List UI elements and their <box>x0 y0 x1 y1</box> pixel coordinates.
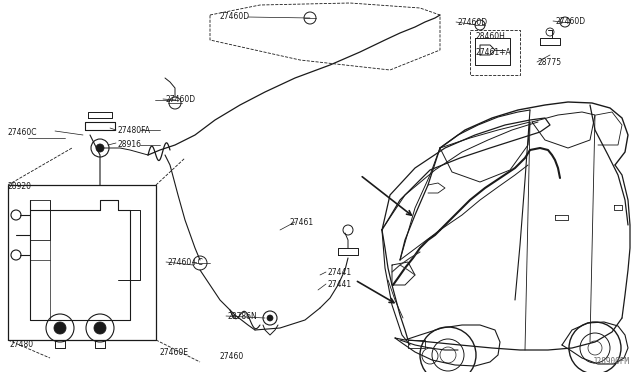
Circle shape <box>96 144 104 152</box>
Text: 27460C: 27460C <box>7 128 36 137</box>
Text: 28916: 28916 <box>118 140 142 149</box>
Circle shape <box>54 322 66 334</box>
Text: 28460H: 28460H <box>476 32 506 41</box>
Text: 27460+C: 27460+C <box>168 258 204 267</box>
Text: 27460E: 27460E <box>160 348 189 357</box>
Text: 27460: 27460 <box>220 352 244 361</box>
Text: 27460D: 27460D <box>220 12 250 21</box>
Text: 28775: 28775 <box>538 58 562 67</box>
Text: 27460D: 27460D <box>556 17 586 26</box>
Circle shape <box>267 315 273 321</box>
Circle shape <box>94 322 106 334</box>
Text: 28786N: 28786N <box>228 312 258 321</box>
Text: 28920: 28920 <box>8 182 32 191</box>
Text: 27441: 27441 <box>328 268 352 277</box>
Text: J28900FM: J28900FM <box>593 357 630 366</box>
Text: 27460D: 27460D <box>458 18 488 27</box>
Text: 27461: 27461 <box>290 218 314 227</box>
Text: 27441: 27441 <box>328 280 352 289</box>
Text: 27480: 27480 <box>10 340 34 349</box>
Text: 27461+A: 27461+A <box>476 48 512 57</box>
Text: 27480FA: 27480FA <box>118 126 151 135</box>
Text: 27460D: 27460D <box>165 95 195 104</box>
Bar <box>8 185 156 340</box>
